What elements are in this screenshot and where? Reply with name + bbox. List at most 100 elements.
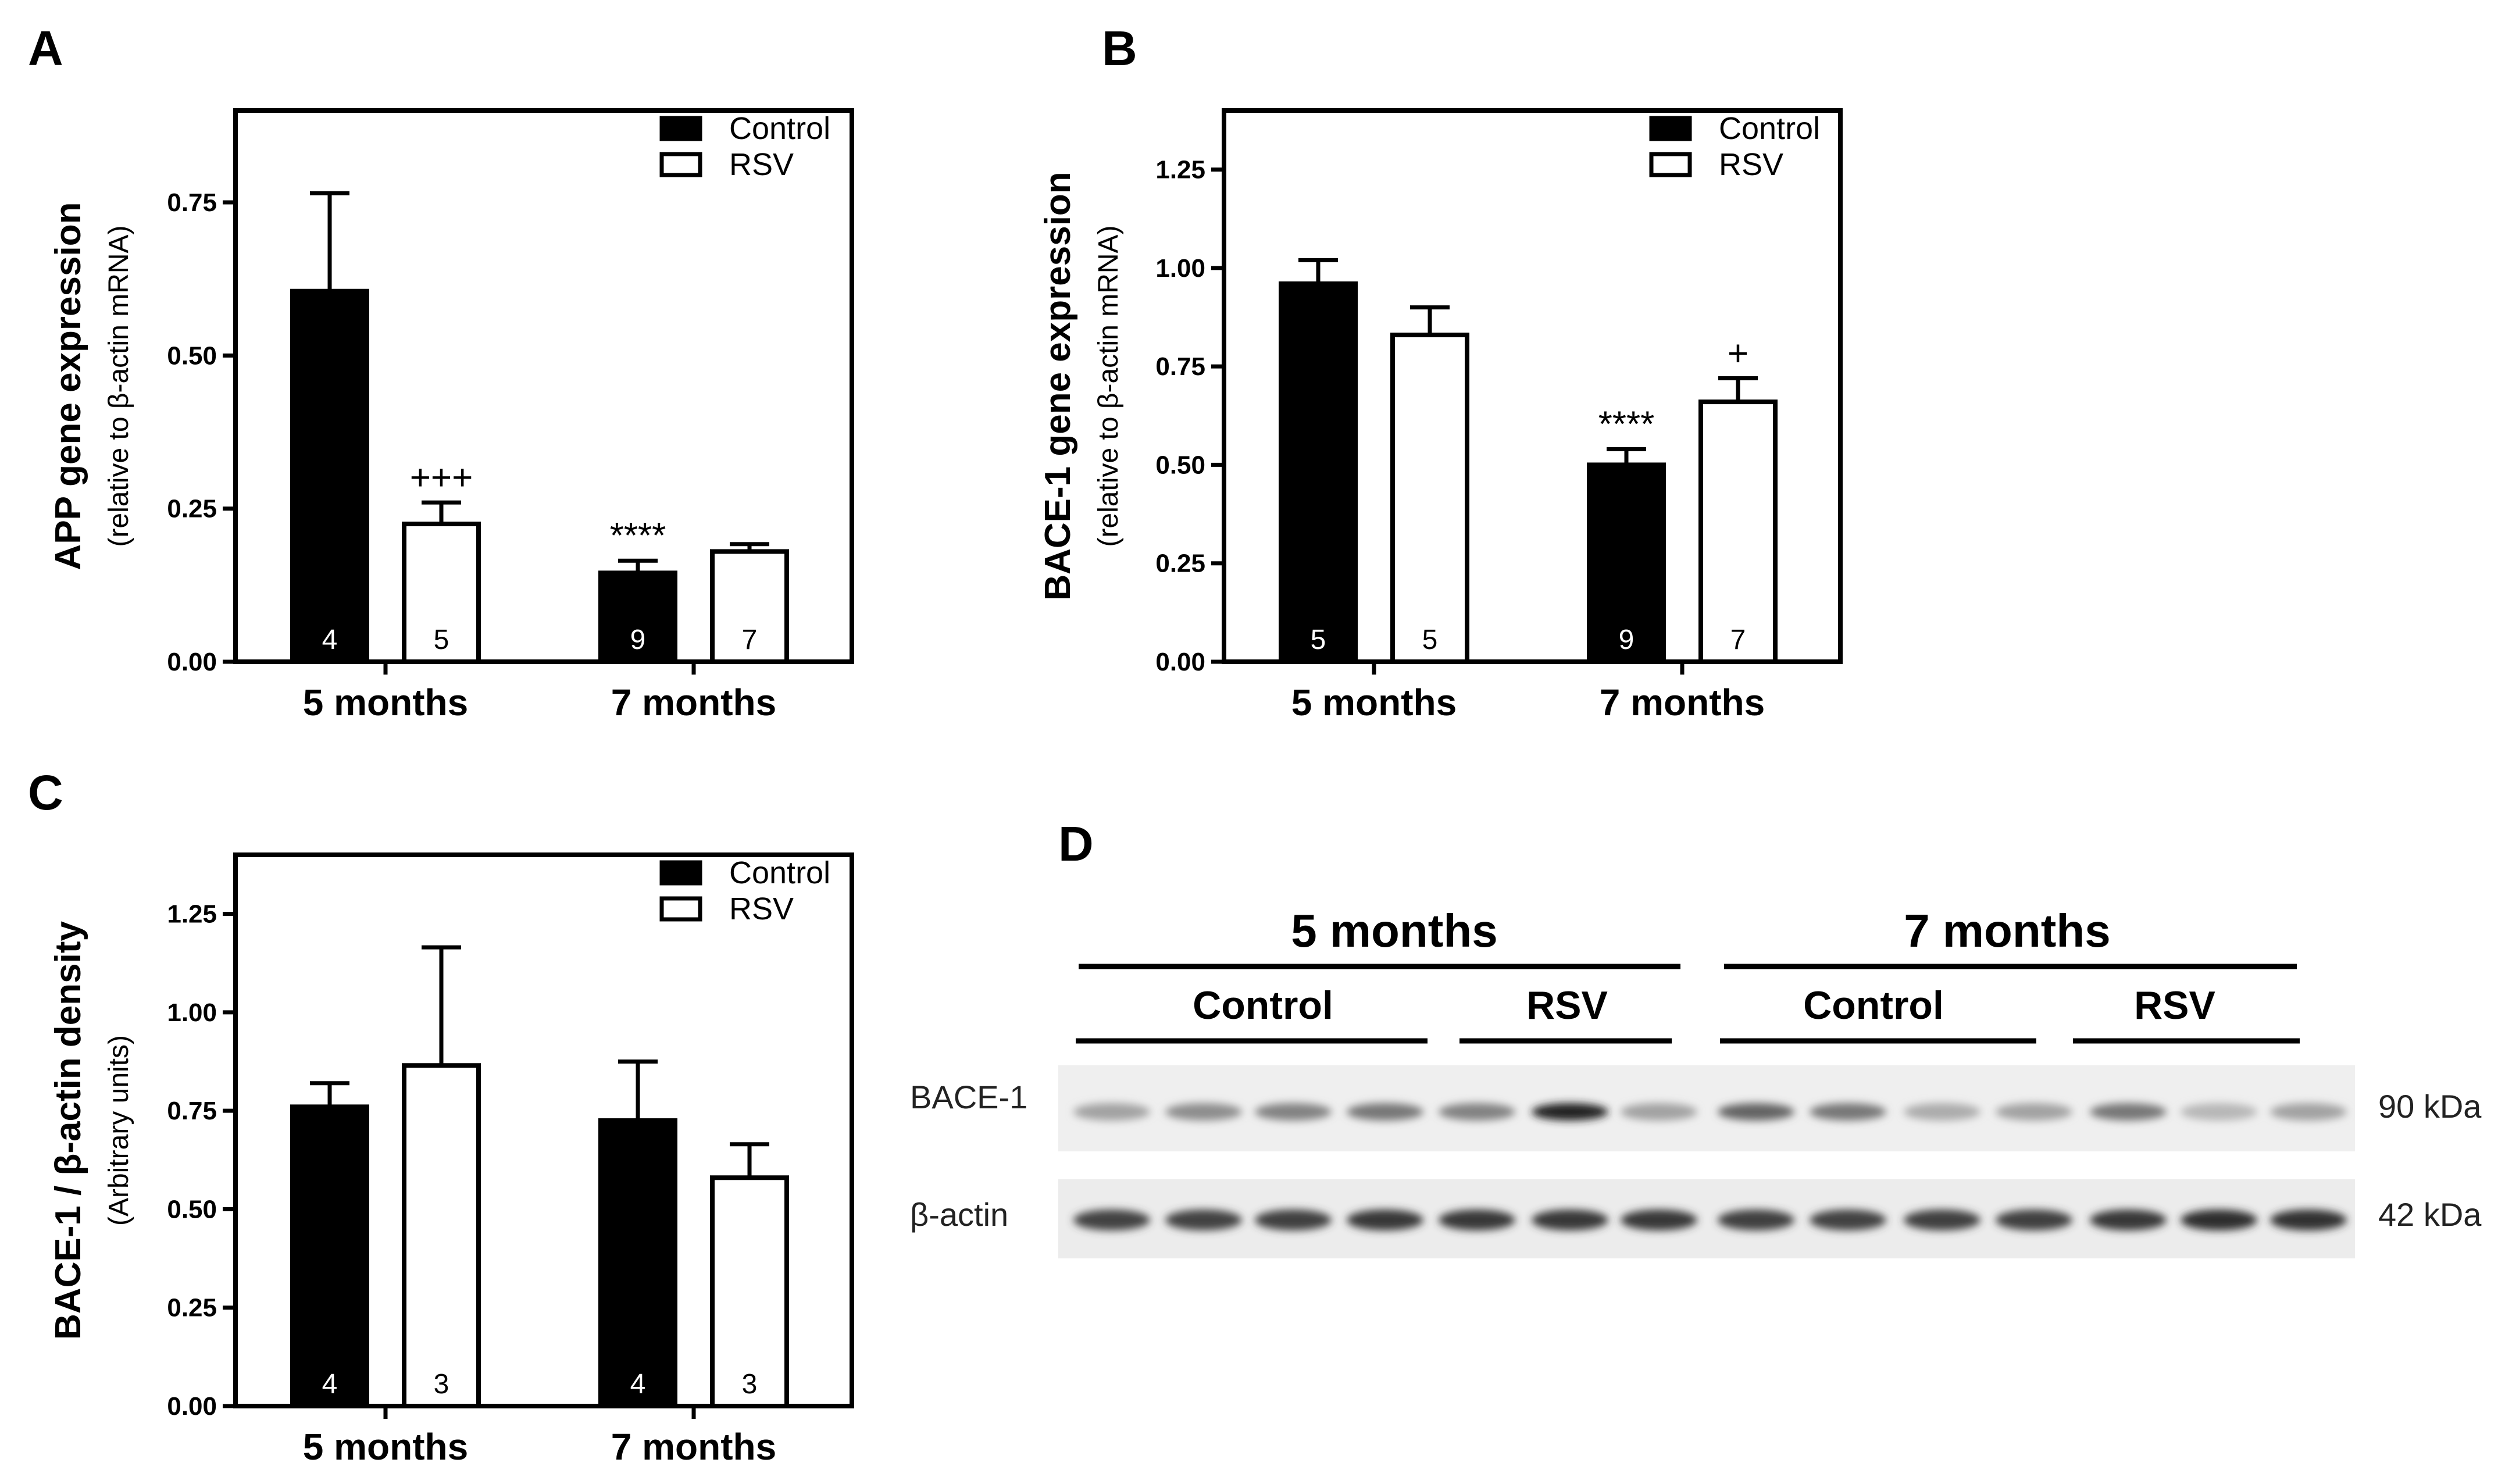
blot-band-bace1-5 bbox=[1439, 1103, 1515, 1121]
chart-b-ytick-label-0: 0.00 bbox=[1155, 648, 1205, 676]
blot-subgroup-label-4: RSV bbox=[2134, 983, 2215, 1028]
chart-a-legend-swatch-control bbox=[659, 116, 702, 141]
chart-b-plot-frame bbox=[1222, 108, 1843, 664]
blot-band-actin-1 bbox=[1073, 1210, 1150, 1230]
blot-band-actin-8 bbox=[1718, 1210, 1794, 1230]
blot-band-bace1-6 bbox=[1532, 1103, 1608, 1121]
blot-band-actin-10 bbox=[1904, 1210, 1980, 1230]
blot-band-actin-5 bbox=[1439, 1210, 1515, 1230]
chart-a-category-label-0: 5 months bbox=[303, 682, 468, 723]
blot-bands-actin bbox=[1073, 1210, 2347, 1230]
blot-subgroup-label-3: Control bbox=[1803, 983, 1944, 1028]
chart-b-bar-control-0 bbox=[1279, 281, 1358, 664]
chart-b-ytick-label-1: 0.25 bbox=[1155, 550, 1205, 578]
chart-a-ylabel-sub: (relative to β-actin mRNA) bbox=[104, 225, 134, 547]
chart-c-legend-swatch-rsv bbox=[659, 896, 702, 922]
blot-subgroup-label-1: Control bbox=[1193, 983, 1333, 1028]
chart-b-legend-label-rsv: RSV bbox=[1719, 147, 1783, 182]
blot-group-label-2: 7 months bbox=[1904, 905, 2111, 957]
chart-a-n-label-control-1: 9 bbox=[630, 625, 646, 655]
blot-band-bace1-10 bbox=[1904, 1103, 1980, 1121]
chart-c-plot-frame bbox=[233, 852, 854, 1408]
chart-b-category-label-1: 7 months bbox=[1600, 682, 1765, 723]
chart-a-plot-frame bbox=[233, 108, 854, 664]
blot-band-actin-14 bbox=[2270, 1210, 2347, 1230]
blot-size-label-actin: 42 kDa bbox=[2378, 1196, 2482, 1233]
blot-band-bace1-12 bbox=[2090, 1103, 2167, 1121]
chart-b-bar-rsv-1 bbox=[1698, 399, 1778, 664]
blot-band-actin-9 bbox=[1810, 1210, 1886, 1230]
blot-band-actin-3 bbox=[1255, 1210, 1332, 1230]
chart-a-ytick-label-0: 0.00 bbox=[167, 648, 217, 676]
chart-b-n-label-control-0: 5 bbox=[1311, 625, 1326, 655]
blot-row-label-bace1: BACE-1 bbox=[910, 1079, 1027, 1115]
panel-label-d: D bbox=[1058, 816, 1094, 871]
chart-b-legend-swatch-rsv bbox=[1649, 152, 1692, 177]
blot-band-actin-2 bbox=[1165, 1210, 1242, 1230]
chart-c-legend-swatch-control bbox=[659, 860, 702, 886]
blot-band-actin-6 bbox=[1532, 1210, 1608, 1230]
blot-band-actin-11 bbox=[1996, 1210, 2072, 1230]
chart-a-n-label-rsv-1: 7 bbox=[742, 625, 758, 655]
chart-b-significance-rsv-1: + bbox=[1728, 333, 1748, 373]
chart-b-legend-label-control: Control bbox=[1719, 111, 1820, 146]
panel-label-b: B bbox=[1102, 21, 1137, 76]
chart-a-bar-control-1 bbox=[598, 570, 677, 664]
chart-a-legend-swatch-rsv bbox=[659, 152, 702, 177]
blot-band-bace1-11 bbox=[1996, 1103, 2072, 1121]
chart-b-ylabel-sub: (relative to β-actin mRNA) bbox=[1093, 225, 1124, 547]
blot-row-label-actin: β-actin bbox=[910, 1196, 1008, 1233]
blot-band-actin-7 bbox=[1621, 1210, 1697, 1230]
blot-size-label-bace1: 90 kDa bbox=[2378, 1088, 2482, 1125]
blot-band-bace1-14 bbox=[2270, 1103, 2347, 1121]
chart-a-ylabel: APP gene expression bbox=[48, 202, 88, 570]
chart-b: 0.00 0.25 0.50 0.75 1.00 1.25 BACE-1 gene expr… bbox=[1038, 108, 1843, 723]
chart-b-significance-control-1: **** bbox=[1598, 404, 1655, 444]
chart-b-ytick-label-4: 1.00 bbox=[1155, 254, 1205, 283]
chart-c-n-label-rsv-0: 3 bbox=[434, 1369, 449, 1400]
chart-c-ylabel: BACE-1 / β-actin density bbox=[48, 921, 88, 1340]
blot-group-label-1: 5 months bbox=[1291, 905, 1498, 957]
chart-c-bar-control-0 bbox=[290, 1104, 369, 1409]
chart-b-ytick-label-3: 0.75 bbox=[1155, 352, 1205, 381]
chart-b-n-label-rsv-0: 5 bbox=[1422, 625, 1438, 655]
chart-b-bar-control-1 bbox=[1587, 462, 1666, 665]
blot-band-bace1-13 bbox=[2181, 1103, 2257, 1121]
chart-b-ytick-label-5: 1.25 bbox=[1155, 156, 1205, 184]
blot-band-bace1-3 bbox=[1255, 1103, 1332, 1121]
chart-a-bar-rsv-1 bbox=[710, 549, 789, 665]
chart-a-significance-control-1: **** bbox=[610, 516, 666, 556]
blot-bands-bace1 bbox=[1073, 1103, 2347, 1121]
chart-c-legend-label-rsv: RSV bbox=[729, 891, 794, 926]
chart-a-bar-control-0 bbox=[290, 288, 369, 664]
chart-c-bar-control-1 bbox=[598, 1118, 677, 1408]
chart-a-bar-rsv-0 bbox=[402, 522, 481, 664]
western-blot: 5 months 7 months Control RSV Control RS… bbox=[910, 905, 2482, 1258]
chart-c-category-label-1: 7 months bbox=[611, 1426, 776, 1468]
chart-c-ytick-label-0: 0.00 bbox=[167, 1392, 217, 1421]
chart-b-legend-swatch-control bbox=[1649, 116, 1692, 141]
chart-c-ylabel-sub: (Arbitrary units) bbox=[104, 1035, 134, 1226]
chart-a-legend-label-control: Control bbox=[729, 111, 830, 146]
blot-band-actin-4 bbox=[1347, 1210, 1423, 1230]
chart-b-ylabel: BACE-1 gene expression bbox=[1038, 172, 1078, 600]
chart-c-n-label-control-1: 4 bbox=[630, 1369, 646, 1400]
chart-a-category-label-1: 7 months bbox=[611, 682, 776, 723]
chart-c-ytick-label-3: 0.75 bbox=[167, 1097, 217, 1125]
chart-c-ytick-label-1: 0.25 bbox=[167, 1294, 217, 1322]
chart-a: 0.00 0.25 0.50 0.75 APP gene expression (rela… bbox=[48, 108, 854, 723]
panel-label-a: A bbox=[28, 21, 63, 76]
chart-a-ytick-label-3: 0.75 bbox=[167, 188, 217, 217]
chart-a-legend-label-rsv: RSV bbox=[729, 147, 794, 182]
chart-b-category-label-0: 5 months bbox=[1291, 682, 1457, 723]
chart-c-n-label-control-0: 4 bbox=[322, 1369, 338, 1400]
chart-b-ytick-label-2: 0.50 bbox=[1155, 451, 1205, 479]
blot-band-actin-12 bbox=[2090, 1210, 2167, 1230]
chart-c-n-label-rsv-1: 3 bbox=[742, 1369, 758, 1400]
blot-band-actin-13 bbox=[2181, 1210, 2257, 1230]
chart-c-ytick-label-5: 1.25 bbox=[167, 900, 217, 929]
chart-c-category-label-0: 5 months bbox=[303, 1426, 468, 1468]
blot-band-bace1-2 bbox=[1165, 1103, 1242, 1121]
chart-c-bar-rsv-1 bbox=[710, 1175, 789, 1409]
blot-band-bace1-1 bbox=[1073, 1103, 1150, 1121]
